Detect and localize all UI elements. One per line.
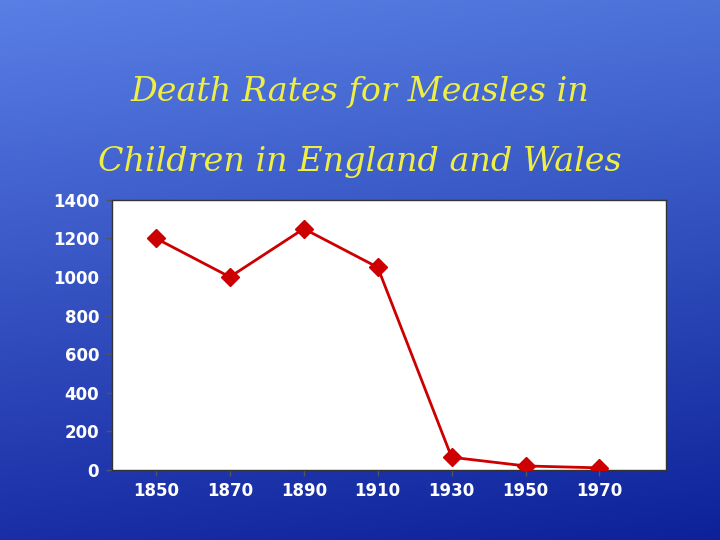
Text: Death Rates for Measles in: Death Rates for Measles in (130, 76, 590, 108)
Text: Children in England and Wales: Children in England and Wales (98, 146, 622, 178)
